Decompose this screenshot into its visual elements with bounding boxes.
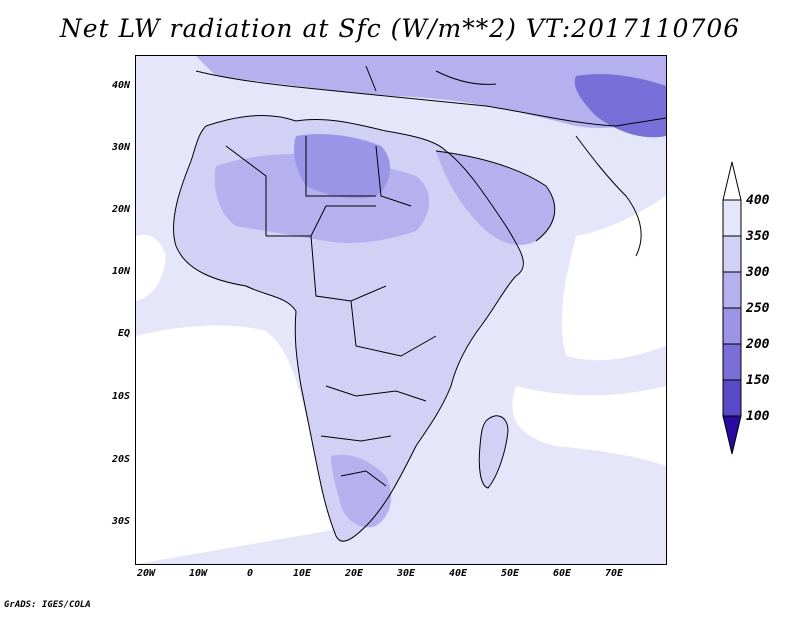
border-line	[305, 136, 376, 197]
border-line	[335, 325, 482, 542]
lon-tick-label: 30E	[396, 568, 416, 579]
lat-tick-label: 20S	[111, 454, 130, 465]
legend-level-label: 250	[746, 301, 770, 316]
lon-tick-label: 20W	[136, 568, 156, 579]
lat-tick-label: 30N	[111, 142, 130, 153]
land-libya-egypt-darker	[294, 134, 391, 198]
colorbar-bin	[722, 271, 742, 309]
border-line	[435, 70, 497, 85]
border-line	[478, 415, 509, 489]
border-line	[350, 300, 437, 357]
lon-tick-label: 60E	[552, 568, 572, 579]
border-line	[205, 115, 447, 152]
border-line	[435, 150, 556, 242]
border-line	[294, 310, 337, 537]
border-line	[320, 435, 392, 442]
border-line	[173, 125, 297, 312]
lat-tick-label: 10N	[111, 266, 130, 277]
border-line	[340, 470, 387, 487]
colorbar	[722, 161, 742, 455]
map-plot	[136, 56, 666, 564]
lat-tick-label: EQ	[117, 328, 130, 339]
lat-tick-label: 10S	[111, 391, 130, 402]
map-title: Net LW radiation at Sfc (W/m**2) VT:2017…	[59, 14, 741, 43]
colorbar-bin	[722, 379, 742, 417]
legend-level-label: 200	[746, 337, 770, 352]
border-line	[310, 235, 387, 302]
land-southern-africa	[331, 454, 392, 528]
colorbar-bin	[722, 199, 742, 237]
lon-tick-label: 10W	[188, 568, 208, 579]
footer-credit: GrADS: IGES/COLA	[4, 600, 91, 610]
lat-tick-label: 40N	[111, 80, 130, 91]
colorbar-bin	[722, 343, 742, 381]
lat-tick-label: 30S	[111, 516, 130, 527]
border-line	[325, 385, 427, 402]
lon-tick-label: 0	[246, 568, 254, 579]
colorbar-under-arrow	[722, 415, 742, 455]
legend-level-label: 100	[746, 409, 770, 424]
land-madagascar	[479, 415, 508, 488]
border-line	[375, 145, 412, 207]
border-line	[195, 70, 666, 127]
legend-level-label: 150	[746, 373, 770, 388]
colorbar-bin	[722, 235, 742, 273]
border-line	[266, 205, 376, 237]
border-line	[575, 135, 642, 257]
contour-over-400	[136, 234, 166, 301]
country-borders	[173, 65, 666, 542]
contour-over-400	[512, 386, 666, 466]
lon-tick-label: 20E	[344, 568, 364, 579]
lon-tick-label: 10E	[292, 568, 312, 579]
legend-level-label: 400	[746, 193, 770, 208]
contour-over-400	[561, 196, 666, 361]
legend-level-label: 300	[746, 265, 770, 280]
map-panel	[135, 55, 667, 565]
border-line	[225, 145, 267, 236]
border-line	[445, 150, 524, 327]
land-europe	[196, 56, 666, 128]
colorbar-bin	[722, 307, 742, 345]
lat-tick-label: 20N	[111, 204, 130, 215]
contour-over-400	[136, 325, 356, 564]
lon-tick-label: 70E	[604, 568, 624, 579]
colorbar-over-arrow	[722, 161, 742, 201]
lon-tick-label: 40E	[448, 568, 468, 579]
lon-tick-label: 50E	[500, 568, 520, 579]
legend-level-label: 350	[746, 229, 770, 244]
border-line	[365, 65, 377, 92]
